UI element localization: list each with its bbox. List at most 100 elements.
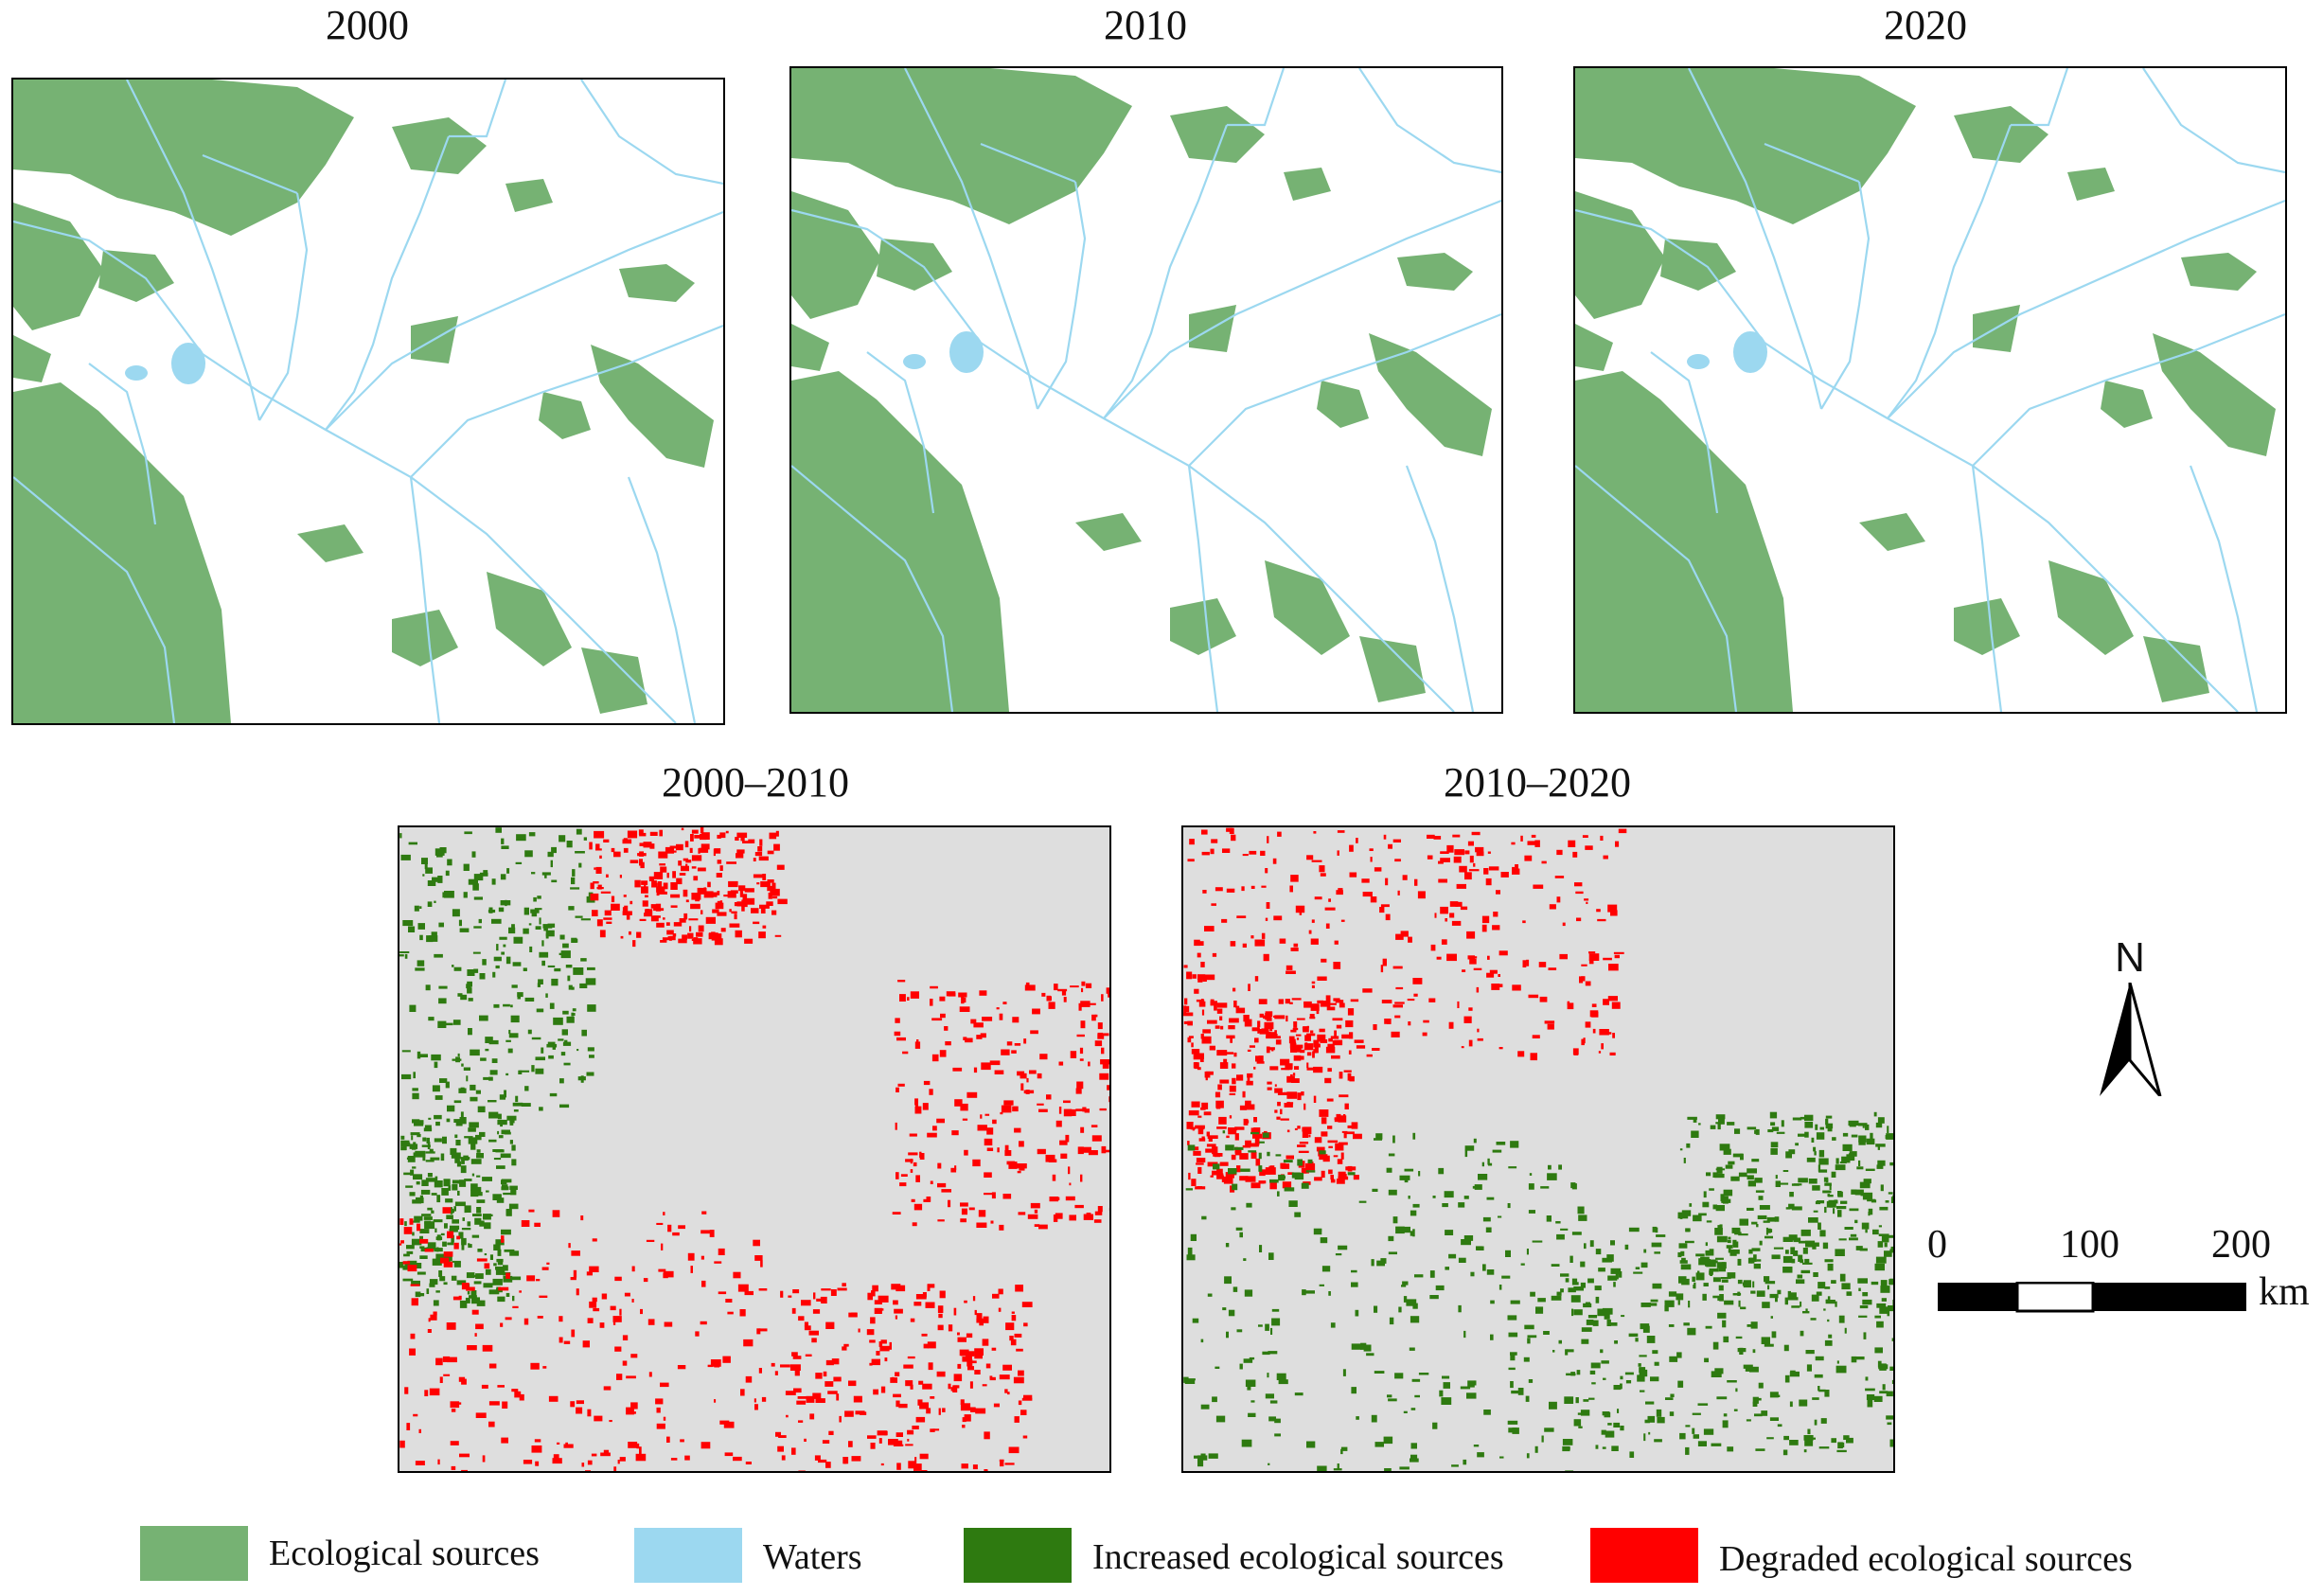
change-patch (1327, 1126, 1333, 1129)
change-patch (1588, 959, 1594, 965)
change-patch (571, 1250, 580, 1256)
change-patch (1551, 1295, 1562, 1301)
change-patch (1410, 1210, 1417, 1216)
change-patch (519, 1290, 522, 1293)
change-patch (975, 1408, 986, 1414)
change-patch (817, 1394, 820, 1398)
change-patch (962, 1357, 972, 1362)
change-patch (1428, 998, 1436, 1002)
change-patch (1884, 1242, 1888, 1248)
change-patch (1341, 1130, 1348, 1133)
change-patch (501, 1235, 505, 1243)
change-patch (1615, 841, 1620, 847)
change-patch (1433, 836, 1442, 840)
change-patch (791, 1307, 796, 1314)
change-patch (521, 1103, 531, 1107)
change-patch (500, 1259, 504, 1266)
change-patch (1587, 1315, 1598, 1319)
change-patch (1849, 1151, 1857, 1157)
change-patch (524, 850, 533, 858)
change-patch (1705, 1259, 1711, 1267)
change-patch (1102, 1061, 1109, 1069)
change-patch (1228, 1168, 1237, 1175)
change-patch (627, 830, 638, 839)
change-patch (626, 1375, 636, 1379)
change-patch (1266, 1017, 1272, 1021)
change-patch (1534, 1445, 1538, 1453)
change-patch (419, 1255, 428, 1259)
change-patch (758, 931, 766, 939)
change-patch (448, 1185, 452, 1191)
change-patch (1186, 1254, 1196, 1261)
change-patch (964, 1300, 967, 1303)
change-patch (910, 1318, 915, 1322)
change-patch (893, 1393, 901, 1398)
north-arrow: N (2092, 937, 2168, 1098)
change-patch (1394, 859, 1401, 862)
change-patch (1604, 1312, 1610, 1320)
change-patch (1222, 1130, 1226, 1134)
change-patch (1313, 1095, 1317, 1103)
change-patch (1223, 1058, 1228, 1065)
change-patch (1526, 1249, 1529, 1255)
change-patch (1250, 1131, 1260, 1135)
change-patch (429, 1283, 435, 1287)
change-patch (773, 843, 780, 851)
change-patch (599, 1322, 605, 1328)
change-patch (1248, 984, 1250, 991)
change-patch (616, 1374, 623, 1380)
change-patch (1473, 1138, 1477, 1144)
change-patch (1292, 1073, 1296, 1076)
change-patch (1486, 1269, 1495, 1275)
map-change-2010-2020 (1181, 825, 1895, 1473)
change-patch (1012, 1017, 1020, 1023)
change-patch (679, 918, 686, 923)
change-patch (1551, 1264, 1560, 1267)
change-patch (470, 1183, 478, 1191)
change-patch (1889, 1366, 1893, 1371)
change-patch (1564, 1396, 1574, 1404)
change-patch (457, 1053, 460, 1057)
change-patch (1576, 1370, 1581, 1375)
change-patch (630, 1354, 638, 1358)
ecological-source-patch (1575, 371, 1793, 712)
change-patch (1747, 1324, 1753, 1327)
change-patch (1021, 1397, 1033, 1401)
change-patch (434, 848, 445, 856)
change-patch (1239, 1105, 1248, 1110)
change-patch (1643, 1249, 1647, 1253)
change-patch (937, 1182, 947, 1188)
change-patch (1851, 1356, 1857, 1363)
change-patch (406, 1423, 411, 1430)
change-patch (670, 1458, 678, 1461)
change-patch (1250, 1182, 1261, 1189)
change-patch (1530, 1053, 1537, 1061)
change-patch (1101, 1145, 1107, 1154)
change-patch (1714, 1173, 1725, 1179)
change-patch (1567, 1349, 1574, 1353)
change-patch (1524, 1324, 1534, 1330)
change-patch (1037, 1073, 1042, 1079)
change-patch (1247, 1386, 1251, 1391)
change-patch (1889, 1249, 1893, 1252)
change-patch (1571, 1278, 1578, 1286)
change-patch (400, 1140, 410, 1147)
change-patch (496, 1197, 505, 1203)
change-patch (1824, 1259, 1834, 1263)
change-patch (479, 872, 488, 877)
change-patch (1764, 1343, 1774, 1347)
change-patch (1603, 1377, 1606, 1380)
change-patch (821, 1296, 827, 1303)
change-patch (1215, 1100, 1224, 1108)
change-patch (1264, 1130, 1268, 1134)
change-patch (1836, 1206, 1847, 1210)
change-patch (1242, 854, 1249, 857)
change-patch (938, 1313, 943, 1319)
change-patch (623, 847, 629, 853)
change-patch (1268, 1252, 1274, 1260)
change-patch (1325, 995, 1331, 1003)
change-patch (939, 1290, 946, 1299)
change-patch (1326, 1098, 1334, 1102)
change-patch (1083, 1146, 1091, 1153)
change-patch (1247, 1049, 1251, 1052)
